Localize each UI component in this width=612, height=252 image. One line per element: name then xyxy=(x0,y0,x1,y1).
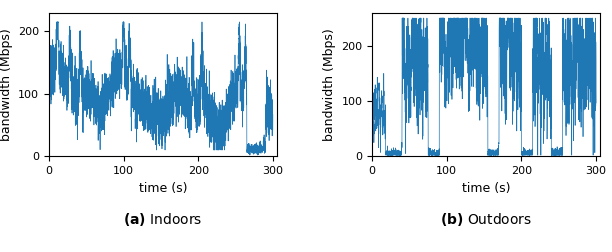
X-axis label: time (s): time (s) xyxy=(138,181,187,195)
Y-axis label: bandwidth (Mbps): bandwidth (Mbps) xyxy=(0,28,13,141)
Y-axis label: bandwidth (Mbps): bandwidth (Mbps) xyxy=(323,28,336,141)
Text: $\mathbf{(b)}$ Outdoors: $\mathbf{(b)}$ Outdoors xyxy=(440,211,532,228)
Text: $\mathbf{(a)}$ Indoors: $\mathbf{(a)}$ Indoors xyxy=(123,211,203,228)
X-axis label: time (s): time (s) xyxy=(461,181,510,195)
